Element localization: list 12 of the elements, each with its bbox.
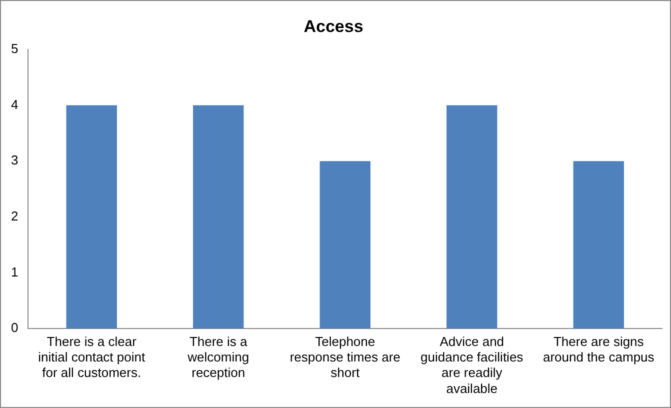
y-tick-label: 2	[10, 208, 18, 224]
x-tick-label: There is a clear initial contact point for all customers.	[38, 334, 146, 380]
y-tick-label: 4	[10, 96, 18, 112]
y-tick-label: 1	[10, 264, 18, 280]
y-tick-label: 3	[10, 152, 18, 168]
x-tick-label: Advice and guidance facilities are readily available	[420, 334, 524, 396]
y-tick-label: 5	[10, 40, 18, 56]
x-tick-label: There is a welcoming reception	[186, 334, 250, 380]
chart-title: Access	[304, 16, 364, 36]
x-tick-label: There are signs around the campus	[542, 334, 655, 365]
x-tick-label: Telephone response times are short	[290, 334, 400, 380]
y-tick-label: 0	[10, 320, 18, 336]
